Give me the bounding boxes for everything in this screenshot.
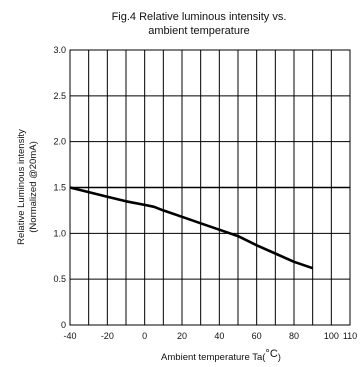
y-axis-label: Relative Luminous intensity (Normalized … xyxy=(16,129,39,245)
x-tick-label: 110 xyxy=(343,331,357,341)
x-tick-labels: -40 -20 0 20 40 60 80 100 110 xyxy=(63,331,357,341)
y-tick-label: 1.0 xyxy=(53,228,66,238)
y-axis-label-line-1: Relative Luminous intensity xyxy=(16,129,27,245)
x-axis-label-text: Ambient temperature Ta( xyxy=(161,352,266,363)
x-axis-label: Ambient temperature Ta(°C) xyxy=(161,348,281,363)
chart-title-line-1: Fig.4 Relative luminous intensity vs. xyxy=(112,11,287,23)
x-tick-label: 40 xyxy=(214,331,224,341)
chart-title-line-2: ambient temperature xyxy=(148,25,250,37)
series-line xyxy=(69,186,314,270)
x-tick-label: 0 xyxy=(142,331,147,341)
y-tick-label: 0 xyxy=(61,320,66,330)
x-axis-label-close: ) xyxy=(278,352,281,363)
y-tick-label: 2.0 xyxy=(53,137,66,147)
y-tick-labels: 0 0.5 1.0 1.5 2.0 2.5 3.0 xyxy=(53,45,66,330)
x-tick-label: 20 xyxy=(177,331,187,341)
x-axis-label-unit: °C xyxy=(265,348,277,360)
y-tick-label: 2.5 xyxy=(53,91,66,101)
y-tick-label: 1.5 xyxy=(53,183,66,193)
x-tick-label: -40 xyxy=(63,331,76,341)
y-axis-label-line-2: (Normalized @20mA) xyxy=(28,141,39,232)
y-tick-label: 3.0 xyxy=(53,45,66,55)
chart-title: Fig.4 Relative luminous intensity vs. am… xyxy=(112,11,287,37)
x-tick-label: 60 xyxy=(252,331,262,341)
y-tick-label: 0.5 xyxy=(53,274,66,284)
x-tick-label: 80 xyxy=(289,331,299,341)
x-tick-label: 100 xyxy=(324,331,339,341)
x-tick-label: -20 xyxy=(101,331,114,341)
